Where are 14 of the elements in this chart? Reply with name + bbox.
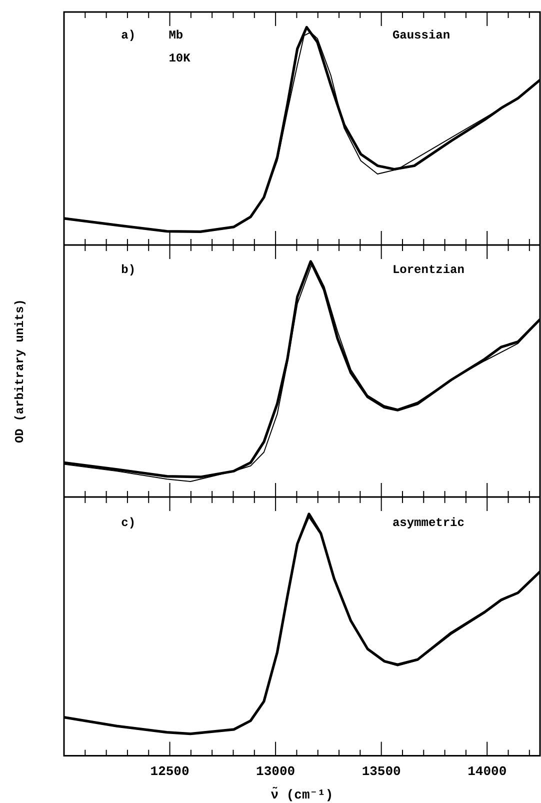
annotation: c): [121, 516, 136, 530]
x-tick-label: 13000: [256, 764, 296, 779]
x-tick-label: 12500: [150, 764, 190, 779]
x-tick-label: 14000: [468, 764, 507, 779]
annotation: b): [121, 263, 136, 278]
annotation: a): [121, 28, 136, 42]
x-axis-title: ν̃ (cm⁻¹): [270, 786, 334, 802]
annotation: asymmetric: [392, 516, 464, 530]
annotation: Gaussian: [392, 28, 450, 42]
annotation: Lorentzian: [392, 263, 464, 278]
x-tick-label: 13500: [362, 764, 402, 779]
y-axis-title: OD (arbitrary units): [13, 298, 28, 444]
annotation: 10K: [168, 52, 192, 66]
annotation: Mb: [168, 28, 184, 42]
